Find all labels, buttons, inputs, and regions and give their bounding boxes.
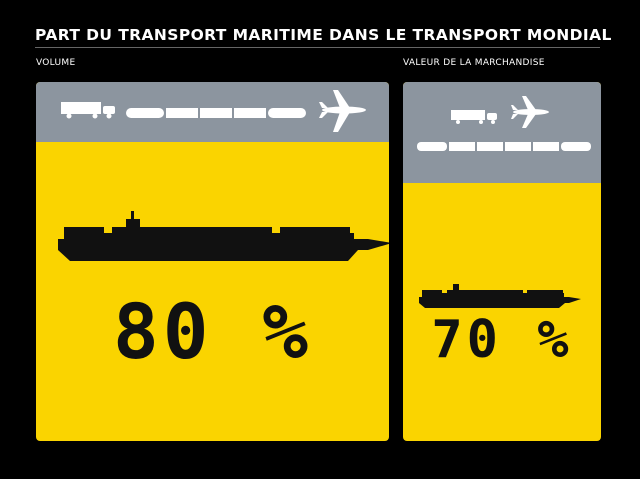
volume-icons — [58, 90, 389, 261]
value-other-segment — [403, 82, 601, 183]
container-ship-icon — [58, 211, 389, 261]
airplane-icon — [511, 96, 549, 128]
value-label: VALEUR DE LA MARCHANDISE — [403, 58, 545, 68]
container-ship-icon — [419, 284, 581, 308]
value-icons — [417, 96, 591, 308]
volume-percentage: 80 % — [112, 287, 313, 376]
train-icon — [126, 108, 306, 118]
volume-label: VOLUME — [36, 58, 76, 68]
airplane-icon — [319, 90, 366, 132]
train-icon — [417, 142, 591, 151]
truck-icon — [451, 110, 497, 124]
value-percentage: 70 % — [431, 310, 573, 370]
chart-title: PART DU TRANSPORT MARITIME DANS LE TRANS… — [35, 26, 612, 44]
value-bar: 70 % — [403, 82, 601, 441]
volume-bar: 80 % — [36, 82, 389, 441]
title-divider — [35, 47, 600, 48]
truck-icon — [61, 102, 115, 119]
